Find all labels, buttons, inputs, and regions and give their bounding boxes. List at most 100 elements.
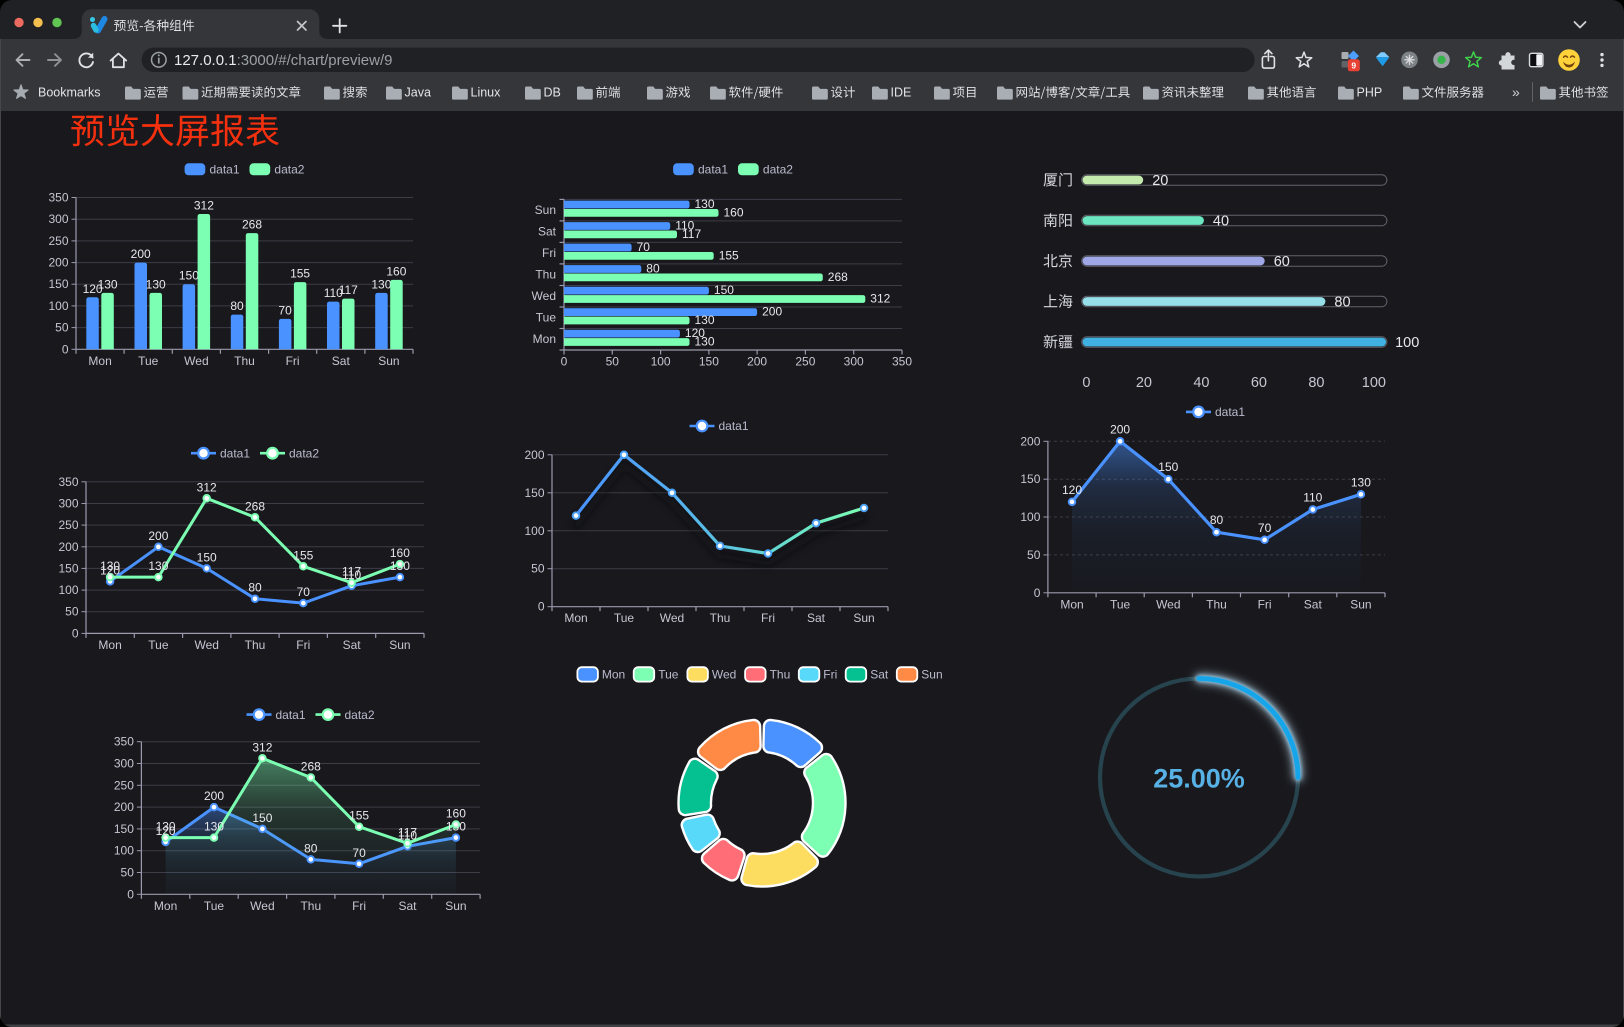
svg-text:80: 80 [646,261,660,275]
svg-text:Java: Java [405,86,431,100]
svg-text:312: 312 [197,480,217,494]
svg-text:50: 50 [606,355,620,369]
svg-text:200: 200 [747,355,767,369]
svg-text:Mon: Mon [154,899,177,913]
svg-text:268: 268 [242,218,262,232]
svg-text:80: 80 [1308,375,1324,391]
svg-text:150: 150 [197,550,217,564]
svg-text:data1: data1 [276,708,306,722]
svg-text:Linux: Linux [471,86,502,100]
svg-text:Sat: Sat [332,354,351,368]
svg-text:200: 200 [204,789,224,803]
svg-text:Fri: Fri [542,246,556,260]
svg-text:150: 150 [179,269,199,283]
svg-text:250: 250 [795,355,815,369]
svg-text:0: 0 [1034,586,1041,600]
svg-text:130: 130 [695,313,715,327]
svg-text:Fri: Fri [1258,597,1272,611]
svg-text:data1: data1 [220,446,250,460]
svg-text:80: 80 [248,581,262,595]
svg-text:80: 80 [1334,295,1350,311]
svg-text:20: 20 [1152,173,1168,189]
svg-text:40: 40 [1213,214,1229,230]
svg-text:20: 20 [1136,375,1152,391]
svg-text:25.00%: 25.00% [1153,764,1245,794]
svg-text:data2: data2 [289,446,319,460]
svg-text:DB: DB [544,86,561,100]
svg-text:Fri: Fri [823,668,837,682]
svg-text:Tue: Tue [614,611,635,625]
svg-text:data1: data1 [719,419,749,433]
svg-text:40: 40 [1193,375,1209,391]
svg-text:200: 200 [1110,422,1130,436]
svg-text:300: 300 [48,212,68,226]
svg-text:Tue: Tue [204,899,225,913]
svg-text:60: 60 [1251,375,1267,391]
svg-text:Tue: Tue [138,354,159,368]
svg-text:Mon: Mon [602,668,625,682]
svg-text:130: 130 [100,559,120,573]
svg-text:155: 155 [719,248,739,262]
svg-text:70: 70 [297,585,311,599]
svg-text:Sun: Sun [1350,597,1371,611]
svg-text:Thu: Thu [535,268,556,282]
svg-text:110: 110 [675,218,694,232]
svg-text:110: 110 [324,286,343,300]
svg-text:0: 0 [62,342,69,356]
svg-text:160: 160 [390,546,410,560]
svg-text:150: 150 [699,355,719,369]
svg-text:50: 50 [531,562,545,576]
svg-text:110: 110 [398,828,417,842]
svg-text:300: 300 [58,497,78,511]
svg-text:130: 130 [156,820,176,834]
svg-text:130: 130 [98,277,118,291]
svg-text:160: 160 [386,264,406,278]
svg-text:Tue: Tue [536,311,557,325]
svg-text:100: 100 [114,844,134,858]
svg-text:Fri: Fri [296,638,310,652]
svg-text:120: 120 [1062,483,1082,497]
svg-text:70: 70 [352,846,366,860]
svg-text:data1: data1 [210,163,240,177]
svg-text:100: 100 [58,583,78,597]
svg-text:127.0.0.1:3000/#/chart/preview: 127.0.0.1:3000/#/chart/preview/9 [174,52,393,69]
svg-text:350: 350 [892,355,912,369]
svg-text:300: 300 [114,757,134,771]
svg-text:Thu: Thu [245,638,266,652]
svg-text:100: 100 [1362,375,1386,391]
svg-text:200: 200 [762,305,782,319]
svg-text:Fri: Fri [761,611,775,625]
svg-text:130: 130 [446,820,466,834]
svg-text:155: 155 [293,548,313,562]
svg-text:Mon: Mon [564,611,587,625]
svg-text:Sat: Sat [870,668,889,682]
svg-text:50: 50 [65,605,79,619]
svg-text:Sun: Sun [853,611,874,625]
svg-text:Sat: Sat [538,225,557,239]
svg-text:130: 130 [695,334,715,348]
svg-text:160: 160 [446,807,466,821]
svg-text:155: 155 [290,267,310,281]
svg-text:100: 100 [524,524,544,538]
svg-text:312: 312 [252,740,272,754]
svg-text:80: 80 [304,841,318,855]
svg-text:312: 312 [194,199,214,213]
svg-text:250: 250 [58,518,78,532]
svg-text:Tue: Tue [148,638,169,652]
svg-text:Thu: Thu [234,354,255,368]
svg-text:Thu: Thu [1206,597,1227,611]
svg-text:110: 110 [1303,491,1322,505]
svg-text:110: 110 [342,568,361,582]
svg-text:117: 117 [682,227,701,241]
svg-text:160: 160 [724,205,744,219]
svg-text:Fri: Fri [286,354,300,368]
svg-text:Wed: Wed [194,638,218,652]
svg-text:Tue: Tue [1110,597,1131,611]
svg-text:200: 200 [1020,434,1040,448]
svg-text:120: 120 [83,282,103,296]
svg-text:Wed: Wed [532,289,556,303]
svg-text:IDE: IDE [891,86,912,100]
svg-text:data2: data2 [763,163,793,177]
svg-text:150: 150 [714,283,734,297]
svg-text:Bookmarks: Bookmarks [38,86,101,100]
